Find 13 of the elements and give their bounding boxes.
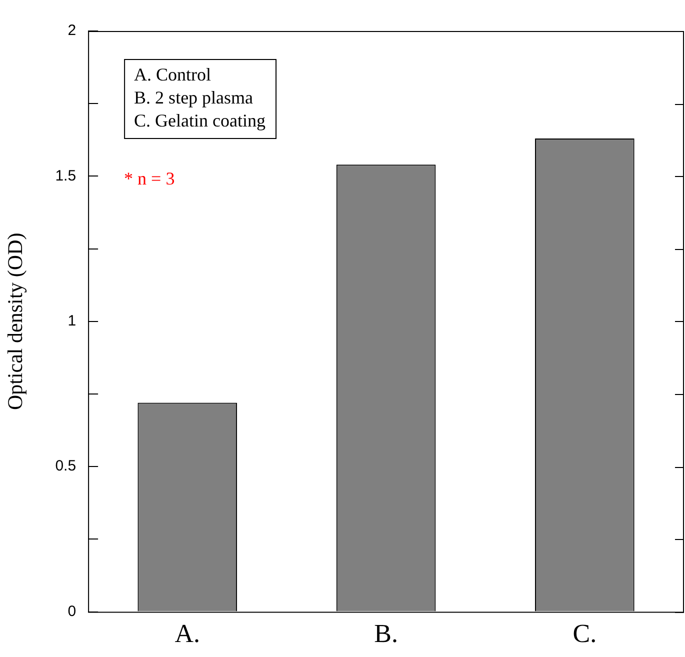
annotation: C. Gelatin coating [134,110,266,131]
y-axis-title: Optical density (OD) [3,232,28,410]
annotation: B. 2 step plasma [134,88,254,108]
annotation: * n = 3 [124,168,175,189]
x-tick-label: A. [174,619,200,648]
x-tick-label: B. [374,619,398,648]
y-tick-label: 1 [68,312,76,330]
y-tick-label: 2 [68,22,76,40]
y-tick-label: 0 [68,602,76,620]
y-tick-label: 1.5 [55,167,76,184]
y-tick-label: 0.5 [55,458,76,475]
annotation: A. Control [134,64,212,85]
x-tick-label: C. [572,619,597,648]
